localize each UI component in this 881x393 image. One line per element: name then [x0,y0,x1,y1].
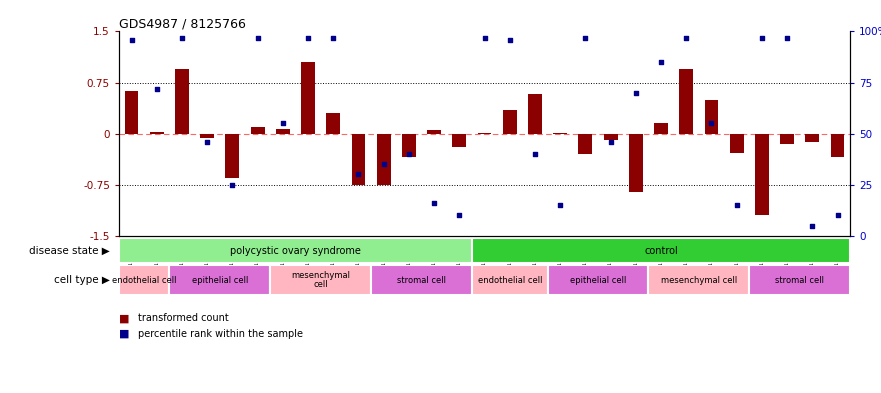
Point [402,151,416,157]
Text: disease state ▶: disease state ▶ [29,246,110,255]
Bar [729,134,744,153]
Bar [781,134,794,144]
Bar [326,113,340,134]
Point [377,161,391,167]
Bar [251,127,264,134]
Bar [478,133,492,134]
Text: transformed count: transformed count [138,313,229,323]
Point [629,90,643,96]
Text: epithelial cell: epithelial cell [191,275,248,285]
Bar [270,265,371,295]
Point [729,202,744,208]
Point [250,35,264,41]
Text: stromal cell: stromal cell [397,275,446,285]
Bar [352,134,366,185]
Text: cell type ▶: cell type ▶ [55,275,110,285]
Text: ■: ■ [119,329,130,339]
Text: polycystic ovary syndrome: polycystic ovary syndrome [230,246,361,255]
Text: endothelial cell: endothelial cell [112,275,176,285]
Bar [648,265,750,295]
Point [705,120,719,127]
Bar [805,134,819,142]
Point [326,35,340,41]
Bar [402,134,416,158]
Point [427,200,441,206]
Point [478,35,492,41]
Bar [629,134,643,191]
Point [578,35,592,41]
Text: mesenchymal
cell: mesenchymal cell [291,271,350,289]
Point [175,35,189,41]
Bar [548,265,648,295]
Bar [169,265,270,295]
Bar [301,62,315,134]
Point [226,182,240,188]
Bar [503,110,516,134]
Point [200,139,214,145]
Bar [200,134,214,138]
Bar [175,69,189,134]
Bar [150,132,164,134]
Text: stromal cell: stromal cell [775,275,825,285]
Point [352,171,366,178]
Point [755,35,769,41]
Point [301,35,315,41]
Point [603,139,618,145]
Bar [453,134,466,147]
Bar [654,123,668,134]
Text: epithelial cell: epithelial cell [570,275,626,285]
Point [654,59,668,65]
Text: endothelial cell: endothelial cell [478,275,542,285]
Bar [679,69,693,134]
Bar [377,134,390,185]
Bar [603,134,618,140]
Point [124,37,138,43]
Bar [705,99,718,134]
Text: percentile rank within the sample: percentile rank within the sample [138,329,303,339]
Point [150,86,164,92]
Bar [755,134,769,215]
Bar [226,134,240,178]
Point [553,202,567,208]
Point [805,222,819,229]
Bar [276,129,290,134]
Bar [579,134,592,154]
Bar [119,265,169,295]
Point [679,35,693,41]
Bar [427,130,441,134]
Point [528,151,542,157]
Point [780,35,794,41]
Point [452,212,466,219]
Text: mesenchymal cell: mesenchymal cell [661,275,737,285]
Bar [553,133,567,134]
Text: GDS4987 / 8125766: GDS4987 / 8125766 [119,17,246,30]
Text: control: control [644,246,677,255]
Text: ■: ■ [119,313,130,323]
Point [276,120,290,127]
Point [503,37,517,43]
Bar [124,92,138,134]
Bar [119,238,472,263]
Point [831,212,845,219]
Bar [472,238,850,263]
Bar [371,265,472,295]
Bar [528,94,542,134]
Bar [750,265,850,295]
Bar [472,265,548,295]
Bar [831,134,845,158]
